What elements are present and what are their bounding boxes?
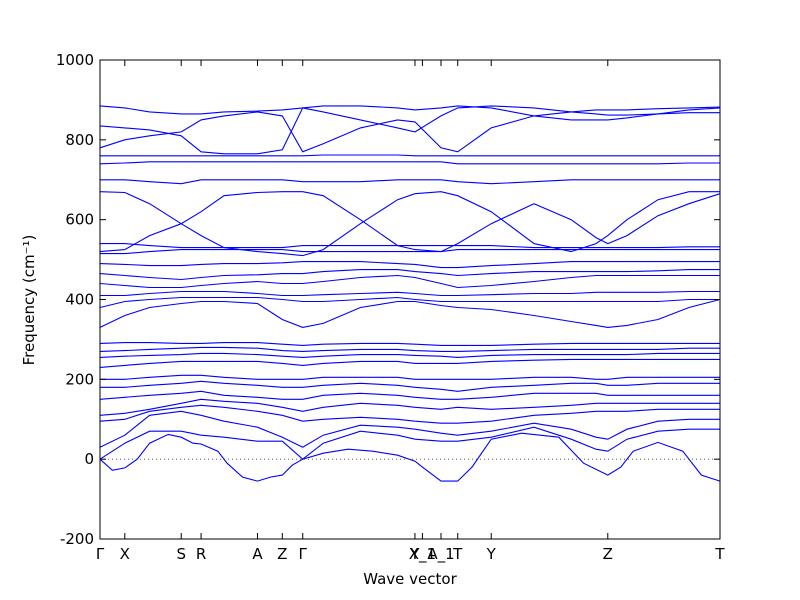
band-9 — [99, 358, 720, 368]
x-tick-label: Z — [603, 545, 613, 563]
band-25 — [100, 154, 720, 157]
band-11 — [99, 346, 720, 352]
band-20 — [100, 243, 720, 249]
band-28 — [99, 105, 721, 121]
band-23 — [100, 179, 720, 185]
x-tick-label: Γ — [299, 545, 308, 563]
y-tick-label: 1000 — [56, 51, 94, 69]
x-tick-label: T — [714, 545, 725, 563]
band-26 — [99, 106, 721, 153]
x-tick-label: Γ — [96, 545, 105, 563]
y-ticks-group: -200 0 200 400 600 800 1000 — [56, 51, 720, 548]
band-7 — [100, 380, 720, 392]
x-tick-label: Z — [277, 545, 287, 563]
y-tick-label: -200 — [60, 530, 94, 548]
band-12 — [99, 342, 720, 346]
x-tick-label: S — [176, 545, 186, 563]
x-tick-label: T — [452, 545, 463, 563]
band-22 — [99, 191, 721, 253]
band-2 — [99, 426, 720, 460]
band-4 — [99, 404, 720, 424]
band-17 — [99, 269, 720, 281]
bands-group — [99, 105, 721, 482]
band-8 — [100, 374, 720, 380]
y-tick-label: 0 — [84, 450, 94, 468]
x-tick-label: Y — [409, 545, 420, 563]
band-14 — [99, 296, 720, 309]
x-tick-label: R — [196, 545, 206, 563]
band-3 — [99, 410, 720, 448]
band-19 — [100, 249, 720, 255]
band-18 — [99, 261, 720, 269]
band-15 — [100, 290, 720, 297]
band-27 — [99, 105, 720, 155]
y-tick-label: 400 — [65, 291, 94, 309]
x-tick-label: X — [120, 545, 130, 563]
band-24 — [99, 161, 720, 165]
plot-frame — [99, 59, 721, 540]
x-tick-label: A — [252, 545, 263, 563]
y-tick-label: 600 — [65, 211, 94, 229]
y-axis-label: Frequency (cm⁻¹) — [20, 235, 38, 366]
band-1 — [99, 432, 721, 482]
band-10 — [99, 352, 720, 358]
x-tick-label: Y — [486, 545, 497, 563]
x-tick-label: X_1 — [409, 545, 436, 564]
band-13 — [99, 298, 721, 328]
band-16 — [99, 274, 720, 289]
band-6 — [99, 390, 720, 400]
x-tick-label: A_1 — [427, 545, 454, 564]
band-21 — [99, 191, 720, 257]
y-tick-label: 200 — [65, 370, 94, 388]
x-axis-label: Wave vector — [363, 570, 457, 588]
band-5 — [99, 398, 720, 416]
y-tick-label: 800 — [65, 131, 94, 149]
x-ticks-group: Γ X S R A Z Γ YX_1A_1T Y Z T — [96, 60, 725, 564]
